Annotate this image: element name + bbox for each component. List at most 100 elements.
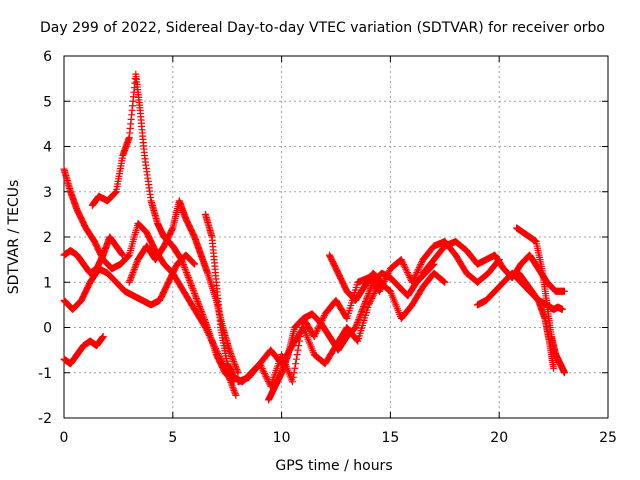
data-point xyxy=(403,269,411,277)
data-point xyxy=(202,319,210,327)
data-point xyxy=(181,265,189,273)
data-point xyxy=(196,304,204,312)
data-point xyxy=(320,313,328,321)
data-point xyxy=(126,277,134,285)
data-point xyxy=(202,320,210,328)
data-point xyxy=(132,260,140,268)
data-point xyxy=(357,309,365,317)
data-point xyxy=(195,301,203,309)
data-point xyxy=(411,272,419,280)
data-point xyxy=(261,369,269,377)
data-point xyxy=(361,299,369,307)
data-point xyxy=(182,269,190,277)
data-point xyxy=(201,315,209,323)
data-point xyxy=(354,317,362,325)
data-point xyxy=(184,273,192,281)
data-point xyxy=(360,302,368,310)
series-track-5 xyxy=(88,70,238,386)
data-point xyxy=(352,322,360,330)
data-point xyxy=(357,311,365,319)
data-point xyxy=(417,259,425,267)
y-tick-label: -2 xyxy=(38,411,52,427)
data-point xyxy=(294,346,302,354)
data-point xyxy=(180,262,188,270)
data-point xyxy=(231,390,239,398)
data-point xyxy=(131,262,139,270)
data-point xyxy=(199,312,207,320)
data-point xyxy=(199,311,207,319)
data-point xyxy=(292,355,300,363)
data-point xyxy=(226,348,234,356)
data-point xyxy=(198,309,206,317)
series-track-10 xyxy=(325,251,386,304)
data-point xyxy=(197,306,205,314)
data-point xyxy=(131,264,139,272)
data-point xyxy=(234,369,242,377)
y-tick-label: 5 xyxy=(43,94,52,110)
data-point xyxy=(228,354,236,362)
data-point xyxy=(440,278,448,286)
data-point xyxy=(231,388,239,396)
data-point xyxy=(186,278,194,286)
data-point xyxy=(355,315,363,323)
x-tick-label: 25 xyxy=(599,430,617,446)
data-point xyxy=(111,189,119,197)
data-point xyxy=(192,293,200,301)
data-point xyxy=(261,371,269,379)
data-point xyxy=(560,369,568,377)
data-point xyxy=(405,272,413,280)
data-point xyxy=(397,256,405,264)
y-tick-label: 1 xyxy=(43,275,52,291)
data-point xyxy=(229,356,237,364)
data-point xyxy=(365,288,373,296)
data-point xyxy=(194,298,202,306)
data-point xyxy=(362,298,370,306)
data-point xyxy=(182,267,190,275)
data-point xyxy=(360,301,368,309)
y-tick-label: -1 xyxy=(38,366,52,382)
data-point xyxy=(127,273,135,281)
y-tick-label: 6 xyxy=(43,49,52,65)
data-point xyxy=(193,296,201,304)
data-point xyxy=(189,285,197,293)
series-track-6 xyxy=(125,197,242,377)
data-point xyxy=(185,275,193,283)
axis-ticks xyxy=(63,55,609,419)
data-point xyxy=(363,294,371,302)
data-point xyxy=(127,275,135,283)
data-point xyxy=(358,307,366,315)
chart-title: Day 299 of 2022, Sidereal Day-to-day VTE… xyxy=(40,20,605,36)
data-point xyxy=(232,391,240,399)
data-point xyxy=(373,283,381,291)
series-track-3 xyxy=(60,333,107,368)
data-point xyxy=(290,369,298,377)
data-point xyxy=(560,287,568,295)
data-point xyxy=(124,252,132,260)
data-point xyxy=(352,324,360,331)
data-point xyxy=(233,367,241,375)
data-point xyxy=(313,326,321,334)
data-point xyxy=(259,366,267,374)
data-point xyxy=(262,373,270,381)
data-point xyxy=(401,264,409,272)
data-point xyxy=(260,368,268,376)
axis-tick-labels: 0 5 10 15 20 25 -2 -1 0 1 2 3 4 5 6 xyxy=(38,49,617,446)
data-point xyxy=(365,290,373,298)
data-point xyxy=(402,265,410,273)
data-point xyxy=(358,306,366,314)
data-point xyxy=(359,304,367,312)
x-axis-label: GPS time / hours xyxy=(275,458,392,474)
data-point xyxy=(289,373,297,381)
data-point xyxy=(353,336,361,344)
data-point xyxy=(187,281,195,289)
data-point xyxy=(288,378,296,386)
data-point xyxy=(184,272,192,280)
series-track-11 xyxy=(419,238,568,295)
x-tick-label: 15 xyxy=(381,430,399,446)
data-point xyxy=(372,285,380,293)
data-points xyxy=(60,70,568,404)
data-point xyxy=(99,333,107,341)
data-point xyxy=(410,273,418,281)
data-point xyxy=(363,293,371,301)
data-point xyxy=(130,267,138,275)
